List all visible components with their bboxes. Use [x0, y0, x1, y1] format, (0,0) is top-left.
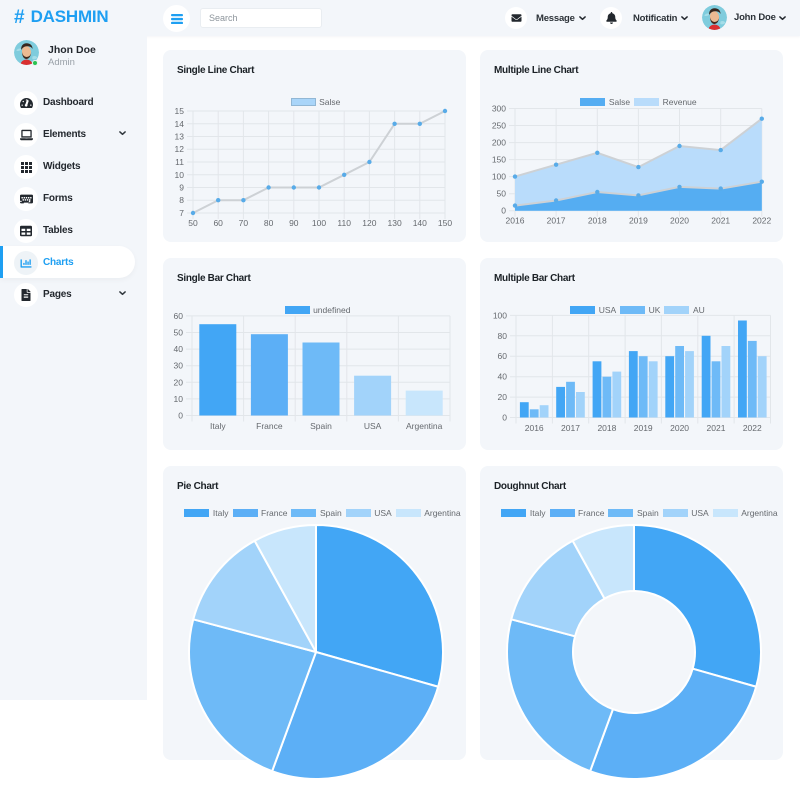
svg-text:50: 50 — [188, 218, 198, 228]
svg-text:2018: 2018 — [597, 423, 616, 433]
svg-text:200: 200 — [492, 138, 506, 148]
svg-text:90: 90 — [289, 218, 299, 228]
svg-text:80: 80 — [264, 218, 274, 228]
svg-text:40: 40 — [174, 344, 184, 354]
svg-text:2022: 2022 — [743, 423, 762, 433]
svg-text:100: 100 — [493, 310, 507, 320]
svg-text:0: 0 — [501, 206, 506, 216]
svg-text:2020: 2020 — [670, 423, 689, 433]
svg-text:80: 80 — [498, 331, 508, 341]
svg-text:250: 250 — [492, 121, 506, 131]
svg-text:10: 10 — [175, 170, 185, 180]
svg-text:70: 70 — [239, 218, 249, 228]
svg-text:150: 150 — [438, 218, 452, 228]
svg-text:100: 100 — [492, 172, 506, 182]
svg-text:20: 20 — [174, 377, 184, 387]
svg-text:2018: 2018 — [588, 216, 607, 226]
svg-text:8: 8 — [179, 195, 184, 205]
svg-text:50: 50 — [174, 328, 184, 338]
svg-text:11: 11 — [175, 157, 184, 167]
svg-text:7: 7 — [179, 208, 184, 218]
svg-text:Spain: Spain — [310, 421, 332, 431]
svg-text:15: 15 — [175, 106, 185, 116]
svg-text:USA: USA — [364, 421, 382, 431]
svg-text:13: 13 — [175, 132, 185, 142]
svg-text:10: 10 — [174, 394, 184, 404]
svg-text:150: 150 — [492, 155, 506, 165]
svg-text:2016: 2016 — [506, 216, 525, 226]
svg-text:0: 0 — [502, 413, 507, 423]
svg-text:2021: 2021 — [711, 216, 730, 226]
svg-text:30: 30 — [174, 361, 184, 371]
svg-text:130: 130 — [388, 218, 402, 228]
svg-text:20: 20 — [498, 392, 508, 402]
svg-text:50: 50 — [497, 189, 507, 199]
svg-text:110: 110 — [337, 218, 351, 228]
svg-text:14: 14 — [175, 119, 185, 129]
svg-text:Italy: Italy — [210, 421, 226, 431]
svg-text:2016: 2016 — [525, 423, 544, 433]
svg-text:60: 60 — [174, 311, 184, 321]
svg-text:2019: 2019 — [629, 216, 648, 226]
svg-text:140: 140 — [413, 218, 427, 228]
svg-text:France: France — [256, 421, 283, 431]
svg-text:2019: 2019 — [634, 423, 653, 433]
svg-text:100: 100 — [312, 218, 326, 228]
svg-text:2020: 2020 — [670, 216, 689, 226]
svg-text:9: 9 — [179, 183, 184, 193]
svg-text:2021: 2021 — [707, 423, 726, 433]
svg-text:0: 0 — [178, 411, 183, 421]
svg-text:2017: 2017 — [561, 423, 580, 433]
svg-text:60: 60 — [213, 218, 223, 228]
svg-text:12: 12 — [175, 144, 185, 154]
svg-text:2022: 2022 — [752, 216, 771, 226]
svg-text:40: 40 — [498, 372, 508, 382]
svg-text:2017: 2017 — [547, 216, 566, 226]
svg-text:120: 120 — [362, 218, 376, 228]
svg-text:60: 60 — [498, 351, 508, 361]
svg-text:300: 300 — [492, 104, 506, 114]
svg-text:Argentina: Argentina — [406, 421, 443, 431]
